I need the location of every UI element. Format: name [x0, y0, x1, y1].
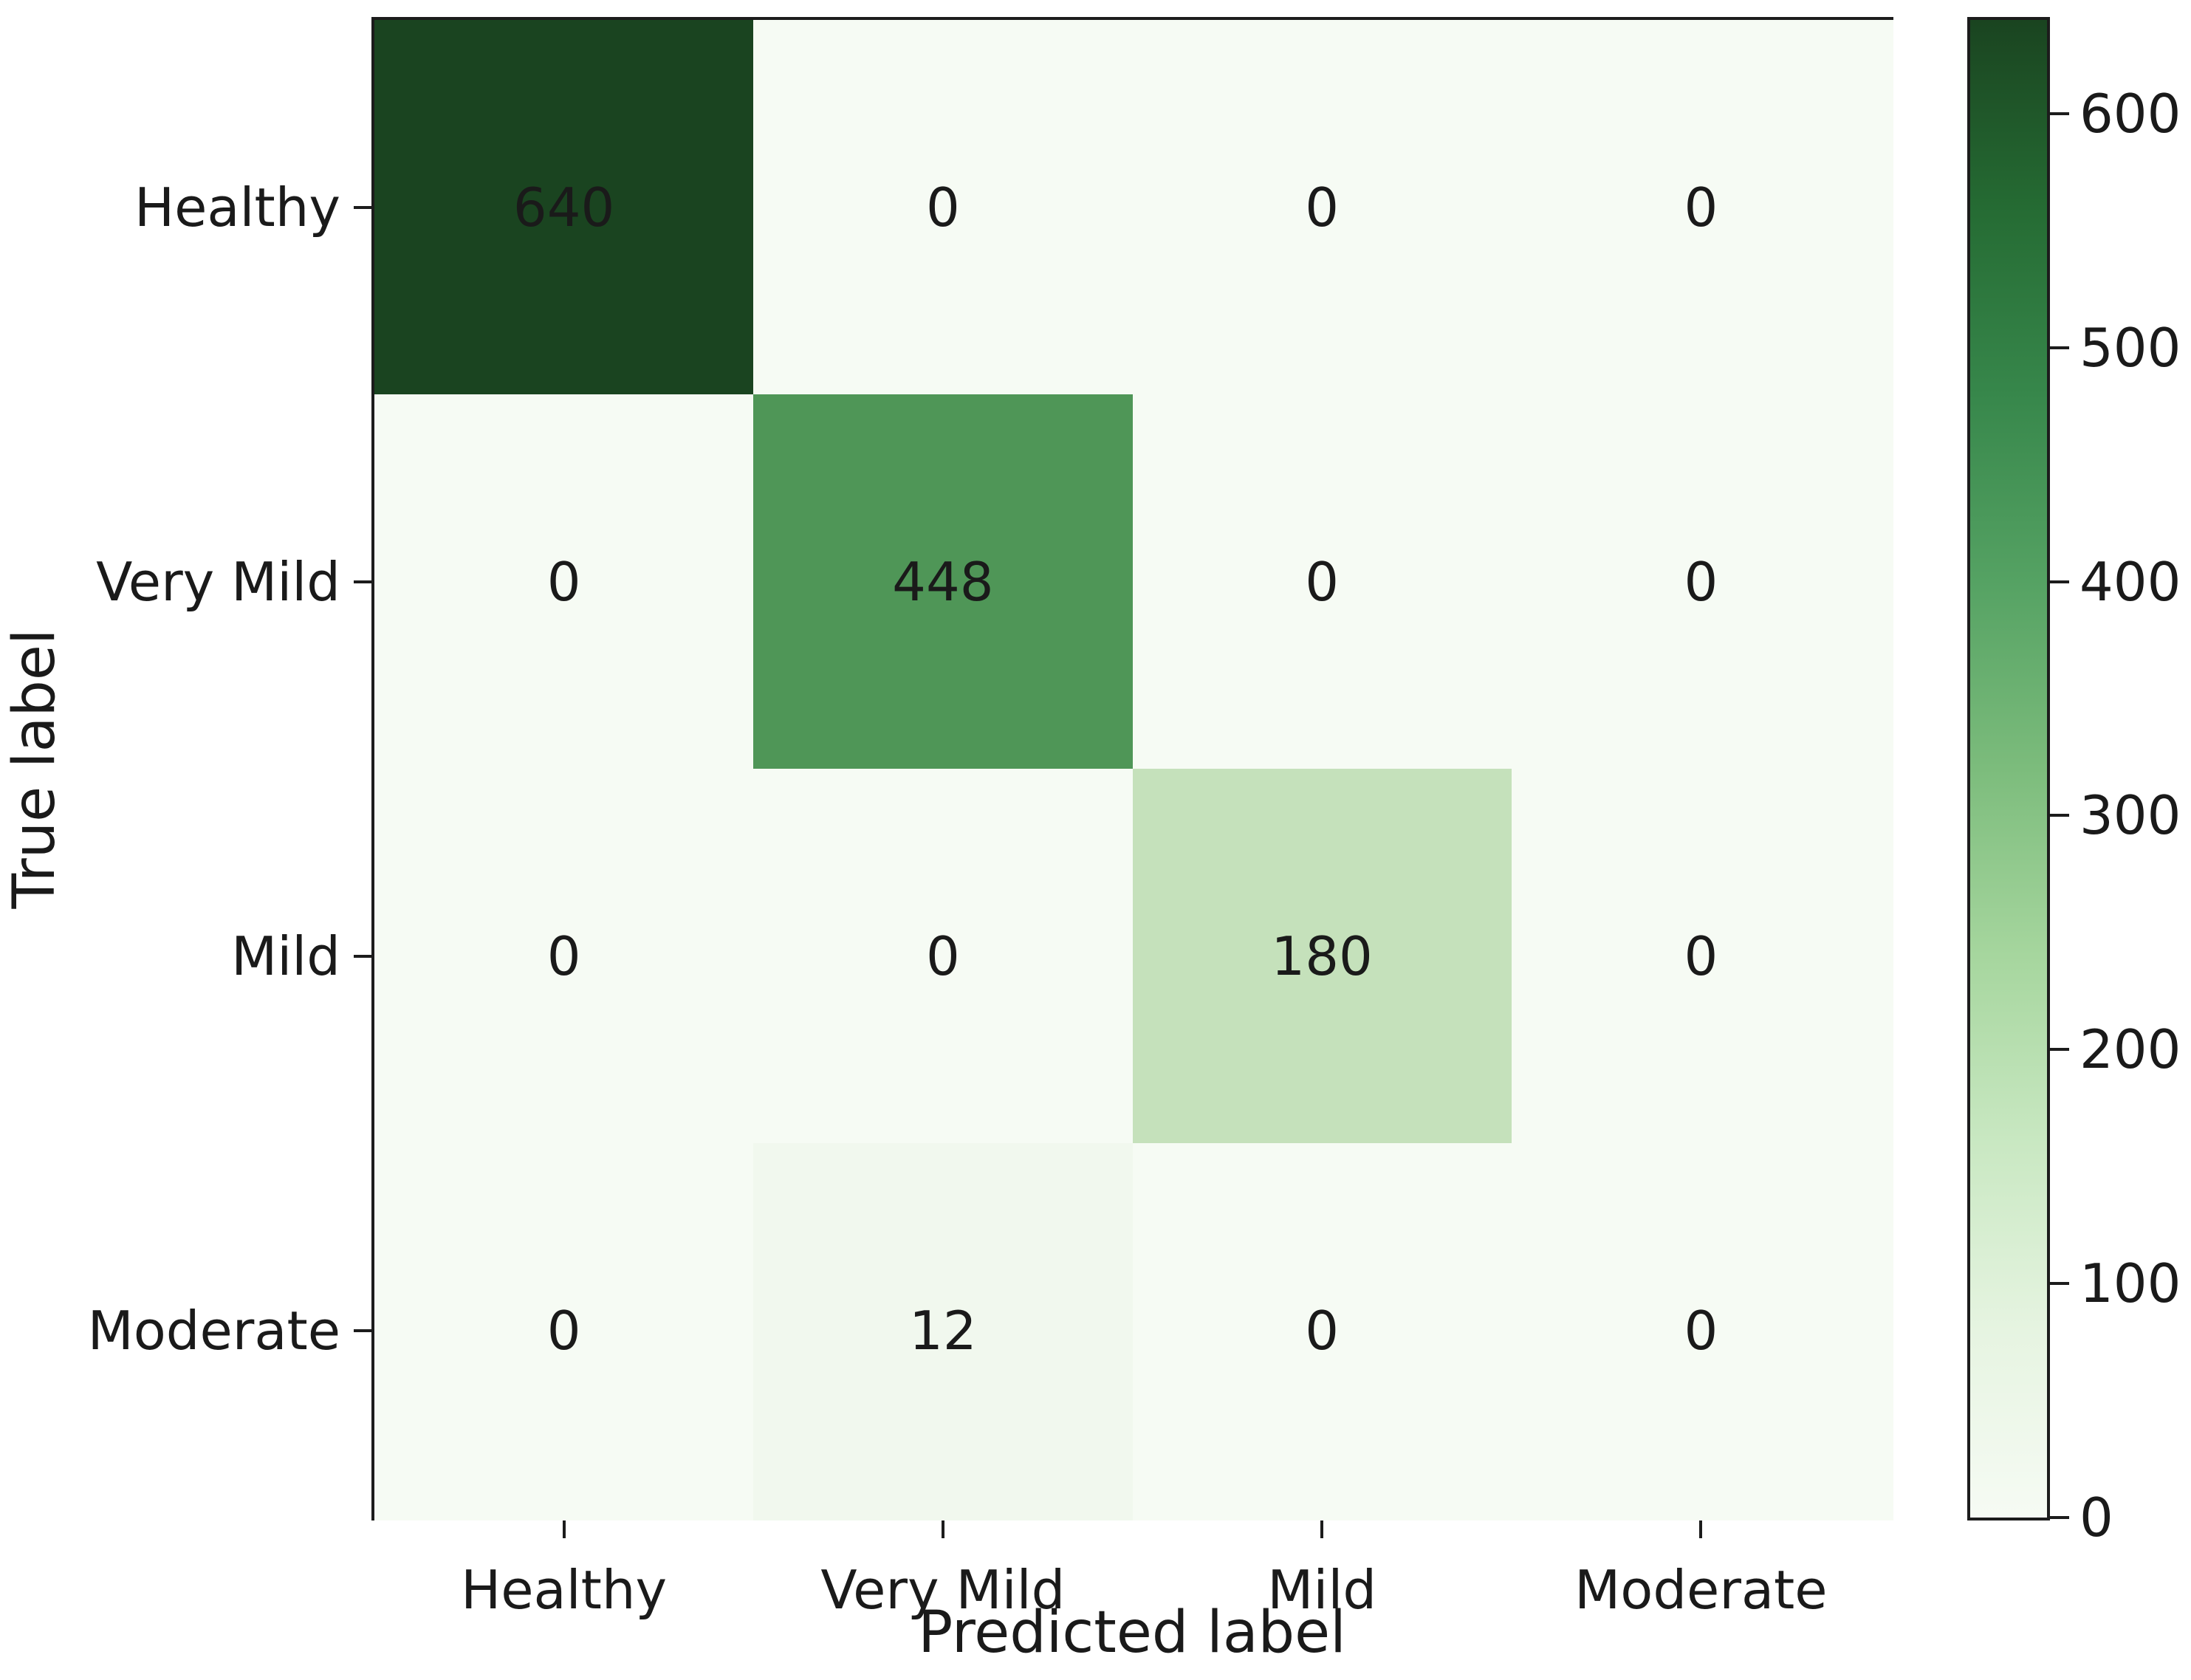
colorbar-tick-mark	[2050, 580, 2069, 583]
colorbar-tick-mark	[2050, 346, 2069, 349]
colorbar-tick-label: 300	[2079, 784, 2181, 847]
plot-border: 640 0 0 0 0 448 0 0 0 0 180 0 0 12 0 0	[371, 17, 1894, 1521]
colorbar-tick-mark	[2050, 1282, 2069, 1286]
cell-value: 0	[925, 176, 960, 239]
y-tick-label: Moderate	[87, 1299, 340, 1362]
x-tick-mark	[1320, 1520, 1324, 1538]
x-tick-label: Mild	[1267, 1559, 1377, 1621]
cell-value: 0	[1305, 176, 1340, 239]
colorbar-tick-label: 200	[2079, 1018, 2181, 1081]
cell-value: 0	[925, 925, 960, 987]
colorbar-tick-mark	[2050, 1048, 2069, 1052]
y-tick-label: Very Mild	[96, 550, 340, 613]
heatmap-cell	[374, 769, 757, 1147]
colorbar-tick-label: 500	[2079, 316, 2181, 379]
x-tick-label: Very Mild	[820, 1559, 1066, 1621]
colorbar-tick-mark	[2050, 112, 2069, 115]
cell-value: 0	[1684, 1299, 1718, 1362]
y-tick-mark	[354, 954, 371, 958]
cell-value: 0	[1684, 925, 1718, 987]
cell-value: 0	[1305, 1299, 1340, 1362]
cell-value: 0	[546, 1299, 581, 1362]
y-axis-title: True label	[1, 628, 68, 909]
y-tick-label: Mild	[231, 925, 340, 987]
plot-area: 640 0 0 0 0 448 0 0 0 0 180 0 0 12 0 0	[374, 20, 1894, 1521]
cell-value: 640	[512, 176, 615, 239]
cell-value: 0	[546, 925, 581, 987]
colorbar-tick-mark	[2050, 814, 2069, 817]
cell-value: 0	[1684, 176, 1718, 239]
heatmap-cell	[1511, 769, 1894, 1147]
heatmap-cell	[374, 1143, 757, 1521]
colorbar-tick-label: 100	[2079, 1252, 2181, 1315]
cell-value: 0	[1305, 550, 1340, 613]
cell-value: 180	[1271, 925, 1373, 987]
heatmap-cell	[1132, 394, 1515, 772]
colorbar-tick-label: 400	[2079, 550, 2181, 613]
heatmap-cell	[374, 20, 757, 398]
x-tick-label: Healthy	[461, 1559, 668, 1621]
x-tick-mark	[562, 1520, 566, 1538]
heatmap-cell	[1132, 20, 1515, 398]
heatmap-cell	[753, 20, 1136, 398]
heatmap-cell	[374, 394, 757, 772]
y-tick-mark	[354, 580, 371, 583]
x-axis-title: Predicted label	[918, 1600, 1346, 1666]
colorbar-tick-label: 0	[2079, 1487, 2113, 1549]
x-tick-label: Moderate	[1574, 1559, 1828, 1621]
y-tick-mark	[354, 1328, 371, 1332]
x-tick-mark	[1699, 1520, 1703, 1538]
heatmap-cell	[1511, 394, 1894, 772]
colorbar-gradient	[1970, 20, 2047, 1518]
y-tick-label: Healthy	[134, 176, 340, 239]
cell-value: 448	[892, 550, 994, 613]
y-tick-mark	[354, 205, 371, 209]
heatmap-cell	[1511, 1143, 1894, 1521]
heatmap-cell	[753, 769, 1136, 1147]
colorbar-tick-label: 600	[2079, 82, 2181, 145]
cell-value: 0	[546, 550, 581, 613]
colorbar	[1967, 17, 2050, 1520]
heatmap-cell	[753, 394, 1136, 772]
heatmap-cell	[1132, 769, 1515, 1147]
x-tick-mark	[941, 1520, 944, 1538]
colorbar-tick-mark	[2050, 1516, 2069, 1519]
cell-value: 12	[909, 1299, 977, 1362]
cell-value: 0	[1684, 550, 1718, 613]
heatmap-cell	[753, 1143, 1136, 1521]
heatmap-cell	[1511, 20, 1894, 398]
heatmap-cell	[1132, 1143, 1515, 1521]
